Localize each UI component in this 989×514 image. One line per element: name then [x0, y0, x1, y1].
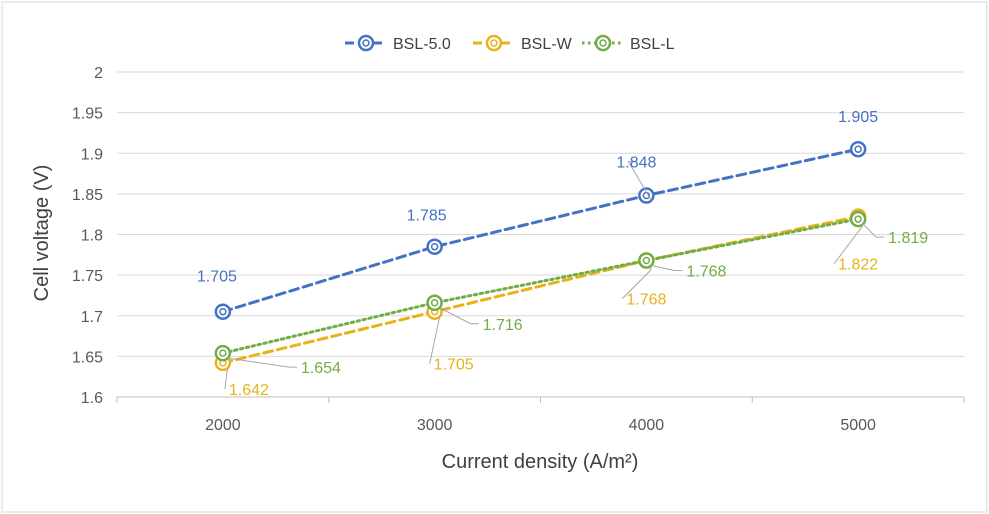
- data-point-inner: [642, 256, 651, 265]
- data-point-inner: [219, 349, 227, 357]
- y-tick-label: 1.85: [72, 187, 103, 204]
- data-label: 1.768: [686, 264, 726, 281]
- y-tick-label: 1.6: [81, 390, 103, 407]
- legend-label: BSL-L: [630, 36, 675, 53]
- legend-marker-inner: [599, 39, 607, 47]
- data-label: 1.905: [838, 109, 878, 126]
- y-tick-label: 1.65: [72, 349, 103, 366]
- legend-item-bsl-l: BSL-L: [582, 34, 675, 53]
- data-label: 1.654: [301, 360, 341, 377]
- legend-item-bsl-w: BSL-W: [473, 34, 573, 53]
- data-point-inner: [430, 299, 439, 307]
- legend-marker-inner: [362, 39, 370, 47]
- data-label: 1.819: [888, 230, 928, 247]
- series: [214, 140, 867, 372]
- x-axis-title: Current density (A/m²): [442, 451, 639, 473]
- data-point-inner: [854, 215, 862, 223]
- series-line-bsl-w: [221, 215, 860, 365]
- leader-line: [862, 223, 885, 238]
- data-point-inner: [219, 307, 227, 316]
- data-label: 1.822: [838, 257, 878, 274]
- data-label: 1.768: [626, 292, 666, 309]
- data-labels: 1.705 1.785 1.848 1.905 1.642 1.705 1.768 1.822…: [197, 109, 928, 399]
- legend-item-bsl-5-0: BSL-5.0: [345, 34, 451, 53]
- data-label: 1.705: [434, 357, 474, 374]
- leader-line: [227, 357, 297, 368]
- leader-line: [224, 367, 229, 389]
- data-label: 1.785: [407, 208, 447, 225]
- leader-line: [429, 316, 441, 364]
- legend-label: BSL-W: [521, 36, 573, 53]
- x-tick-label: 5000: [840, 417, 876, 434]
- leader-line: [622, 265, 652, 299]
- leader-line: [651, 265, 683, 271]
- y-tick-label: 1.95: [72, 106, 103, 123]
- legend-marker-inner: [490, 39, 498, 47]
- data-point-inner: [854, 145, 862, 153]
- legend-label: BSL-5.0: [393, 36, 451, 53]
- x-tick-label: 4000: [629, 417, 665, 434]
- data-label: 1.705: [197, 269, 237, 286]
- leader-line: [439, 307, 479, 325]
- data-label: 1.642: [229, 382, 269, 399]
- y-tick-label: 1.7: [81, 309, 103, 326]
- y-tick-label: 2: [94, 65, 103, 82]
- y-tick-label: 1.8: [81, 228, 103, 245]
- y-tick-label: 1.75: [72, 268, 103, 285]
- x-tick-label: 3000: [417, 417, 453, 434]
- y-tick-label: 1.9: [81, 146, 103, 163]
- leader-line: [627, 161, 652, 201]
- x-tick-label: 2000: [205, 417, 241, 434]
- y-axis-title: Cell voltage (V): [31, 165, 53, 302]
- data-label: 1.848: [616, 155, 656, 172]
- legend: BSL-5.0 BSL-W BSL-L: [345, 34, 675, 53]
- data-label: 1.716: [483, 317, 523, 334]
- axes: 1.6 1.65 1.7 1.75 1.8 1.85 1.9 1.95 2 2000 3000 400…: [72, 65, 965, 434]
- series-line-bsl-5-0: [221, 147, 860, 314]
- grid: [117, 71, 964, 398]
- data-point-inner: [430, 242, 439, 251]
- leader-line: [833, 221, 864, 264]
- series-line-bsl-l: [221, 217, 860, 355]
